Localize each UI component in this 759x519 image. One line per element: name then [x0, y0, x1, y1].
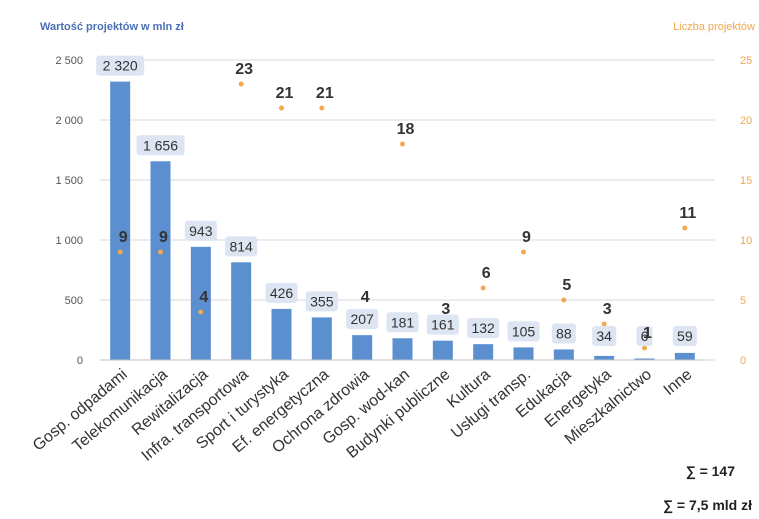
bar [110, 81, 131, 360]
value-label-box [636, 326, 653, 346]
bar-value-label: 6 [641, 328, 649, 344]
count-marker [319, 105, 325, 111]
count-label: 6 [482, 265, 491, 282]
count-label: 18 [397, 121, 415, 138]
value-label-box [265, 282, 298, 303]
value-label-box [136, 135, 185, 156]
bar [634, 358, 655, 360]
bar-value-label: 426 [270, 285, 294, 301]
bar-value-label: 34 [596, 328, 612, 344]
bar [392, 338, 413, 360]
bar [231, 262, 252, 360]
ytick-left-label: 2 500 [55, 55, 83, 67]
count-marker [158, 249, 163, 255]
count-marker [521, 249, 526, 255]
count-label: 21 [316, 85, 334, 102]
ytick-right-label: 25 [740, 55, 752, 67]
bar-value-label: 207 [350, 311, 374, 327]
count-label: 23 [235, 61, 253, 78]
value-label-box [467, 318, 500, 339]
ytick-left-label: 1 500 [55, 175, 83, 187]
count-marker [400, 141, 405, 147]
bar-value-label: 814 [229, 238, 253, 254]
count-label: 9 [119, 229, 128, 246]
count-marker [198, 309, 204, 315]
sum-value-annotation: ∑ = 7,5 mld zł [663, 497, 752, 514]
bar-value-label: 59 [677, 328, 693, 344]
value-label-box [96, 55, 145, 76]
count-marker [561, 297, 567, 303]
count-marker [642, 345, 647, 351]
bar-value-label: 88 [556, 325, 572, 341]
bar [473, 344, 494, 360]
bar-value-label: 105 [512, 323, 536, 339]
count-marker [682, 225, 688, 231]
count-label: 1 [643, 325, 652, 342]
value-label-box [386, 312, 419, 333]
bar [150, 161, 171, 360]
count-label: 3 [603, 301, 612, 318]
bar [674, 352, 695, 360]
count-marker [480, 285, 486, 291]
bar-value-label: 2 320 [103, 58, 138, 74]
ytick-right-label: 10 [740, 235, 752, 247]
bar [553, 349, 574, 360]
left-axis-title: Wartość projektów w mln zł [40, 21, 184, 33]
ytick-left-label: 500 [65, 295, 83, 307]
ytick-right-label: 5 [740, 295, 746, 307]
count-markers [117, 81, 688, 351]
value-label-box [672, 326, 697, 346]
bar-value-label: 161 [431, 317, 455, 333]
bars [110, 81, 695, 360]
value-label-box [426, 314, 459, 335]
ytick-right-label: 0 [740, 355, 746, 367]
bar [190, 246, 211, 360]
bar [271, 308, 292, 360]
ytick-left-label: 0 [77, 355, 83, 367]
right-axis-title: Liczba projektów [673, 21, 755, 33]
count-marker [601, 321, 607, 327]
count-label: 4 [199, 289, 208, 306]
bar [513, 347, 534, 360]
value-label-box [225, 236, 258, 257]
bar-value-label: 355 [310, 293, 334, 309]
value-label-box [346, 309, 379, 330]
sum-count-annotation: ∑ = 147 [686, 463, 736, 480]
value-label-box [507, 321, 540, 342]
count-marker [279, 105, 284, 111]
value-label-box [184, 220, 217, 241]
value-label-box [305, 291, 338, 312]
count-label: 11 [679, 205, 696, 222]
bar [352, 335, 373, 360]
bar [432, 340, 453, 360]
count-label: 21 [276, 85, 294, 102]
ytick-right-label: 15 [740, 175, 752, 187]
value-label-box [592, 326, 617, 346]
bar [594, 355, 615, 360]
count-label: 9 [159, 229, 168, 246]
count-label: 3 [441, 301, 450, 318]
bar-value-label: 943 [189, 223, 213, 239]
count-label: 4 [361, 289, 370, 306]
ytick-right-label: 20 [740, 115, 752, 127]
ytick-left-label: 1 000 [55, 235, 83, 247]
count-label: 5 [562, 277, 571, 294]
count-marker [117, 249, 123, 255]
ytick-left-label: 2 000 [55, 115, 83, 127]
category-label: Inne [661, 366, 696, 399]
bar-value-label: 181 [391, 314, 415, 330]
bar-value-label: 132 [471, 320, 495, 336]
count-label: 9 [522, 229, 531, 246]
bar-value-label: 1 656 [143, 137, 178, 153]
value-label-box [551, 323, 576, 344]
count-marker [238, 81, 244, 87]
bar [311, 317, 332, 360]
